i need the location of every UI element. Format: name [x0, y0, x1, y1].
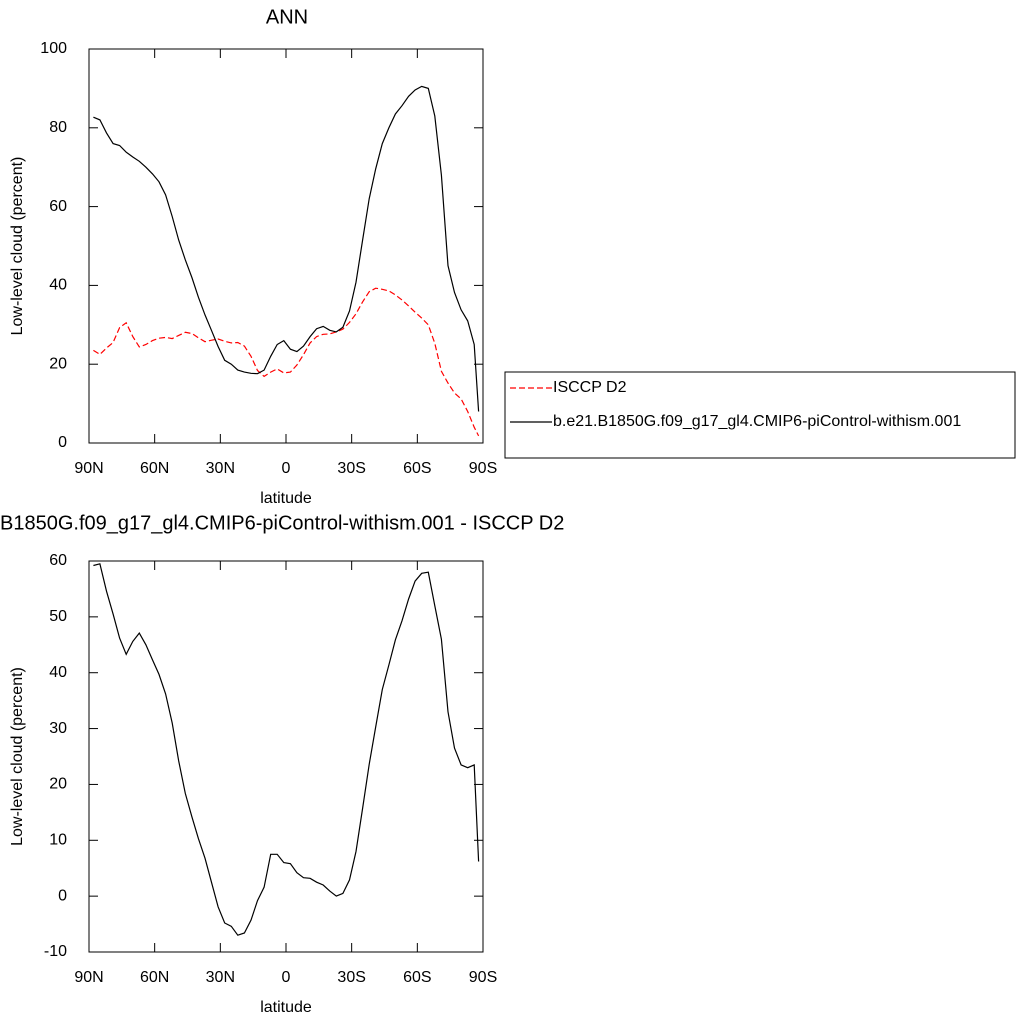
y-tick-label: 40: [49, 664, 67, 681]
y-axis-label: Low-level cloud (percent): [9, 157, 26, 336]
x-tick-label: 90N: [74, 460, 103, 477]
y-tick-label: 0: [58, 434, 67, 451]
x-tick-label: 90S: [469, 969, 497, 986]
x-tick-label: 30S: [337, 460, 365, 477]
y-tick-label: 20: [49, 355, 67, 372]
x-tick-label: 30S: [337, 969, 365, 986]
x-tick-label: 60N: [140, 460, 169, 477]
y-tick-label: 60: [49, 552, 67, 569]
y-tick-label: -10: [44, 943, 67, 960]
x-tick-label: 60N: [140, 969, 169, 986]
legend-box: [504, 371, 1016, 459]
data-line: [93, 85, 480, 412]
y-tick-label: 30: [49, 720, 67, 737]
legend-label: ISCCP D2: [553, 379, 627, 396]
plot-frame: [88, 560, 484, 953]
x-axis-label: latitude: [260, 490, 312, 507]
x-tick-label: 90S: [469, 460, 497, 477]
legend-label: b.e21.B1850G.f09_g17_gl4.CMIP6-piControl…: [553, 413, 961, 430]
y-axis-label: Low-level cloud (percent): [9, 667, 26, 846]
y-tick-label: 20: [49, 776, 67, 793]
chart-title: B1850G.f09_g17_gl4.CMIP6-piControl-withi…: [0, 512, 564, 534]
y-tick-label: 40: [49, 277, 67, 294]
data-line: [93, 563, 480, 936]
x-tick-label: 90N: [74, 969, 103, 986]
x-tick-label: 0: [282, 460, 291, 477]
y-tick-label: 0: [58, 887, 67, 904]
y-tick-label: 10: [49, 832, 67, 849]
chart-title: ANN: [266, 6, 308, 28]
data-line: [93, 287, 480, 437]
x-tick-label: 60S: [403, 969, 431, 986]
x-tick-label: 60S: [403, 460, 431, 477]
x-tick-label: 0: [282, 969, 291, 986]
y-tick-label: 100: [40, 40, 67, 57]
y-tick-label: 50: [49, 608, 67, 625]
x-tick-label: 30N: [206, 969, 235, 986]
x-tick-label: 30N: [206, 460, 235, 477]
x-axis-label: latitude: [260, 999, 312, 1016]
plot-frame: [88, 48, 484, 444]
y-tick-label: 80: [49, 119, 67, 136]
y-tick-label: 60: [49, 198, 67, 215]
